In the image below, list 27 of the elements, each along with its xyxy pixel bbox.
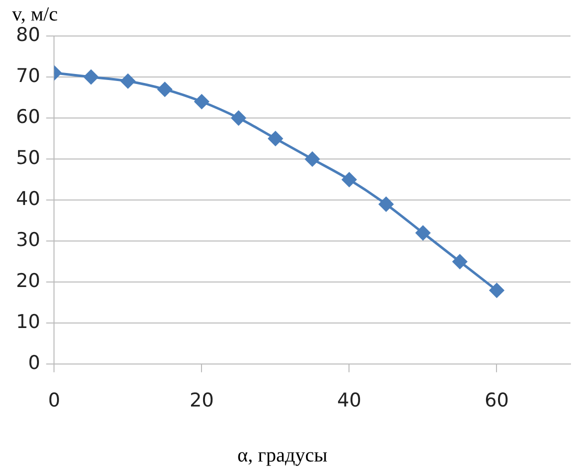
y-tick-label: 60 [16,106,40,128]
point [416,226,430,240]
point [84,70,98,84]
y-tick-label: 80 [16,24,40,46]
x-tick-label: 0 [48,390,60,412]
y-tick-label: 70 [16,64,40,87]
point [378,196,394,212]
x-tick-label: 40 [337,390,362,412]
point [194,94,209,109]
point [305,152,320,166]
point [158,82,172,97]
y-tick-label: 10 [16,311,40,334]
x-tick-label: 20 [190,390,214,412]
y-axis-title: v, м/с [12,3,58,26]
point [452,254,468,269]
y-tick-label: 0 [28,352,40,374]
point [231,110,246,126]
y-tick-label: 40 [16,188,40,210]
point [120,74,136,88]
point [489,283,504,298]
point [268,131,283,146]
y-tick-label: 50 [16,147,40,170]
y-tick-label: 30 [16,229,40,252]
point [342,172,356,187]
y-tick-label: 20 [16,270,40,292]
x-axis-title: α, градусы [237,444,328,466]
x-tick-label: 60 [484,390,509,412]
